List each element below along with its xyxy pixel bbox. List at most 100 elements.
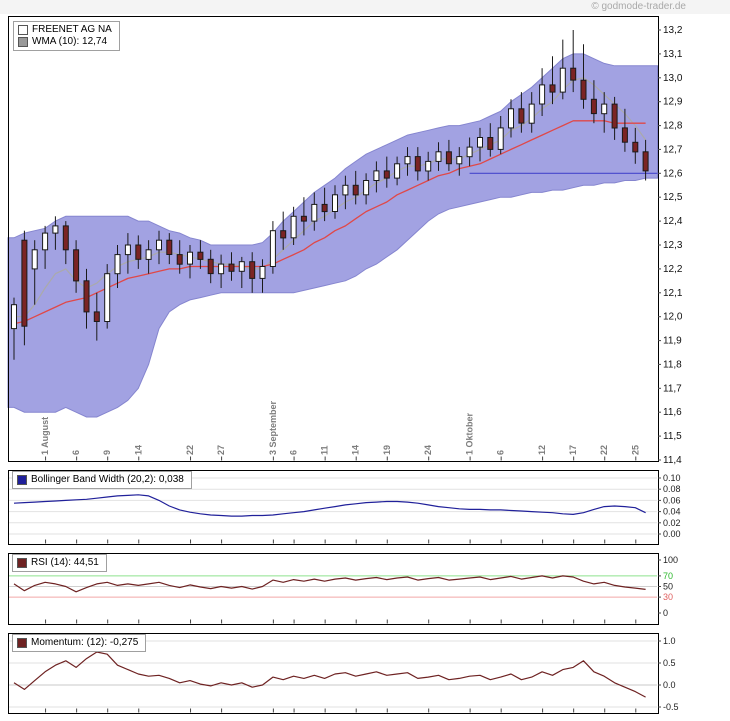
bollinger-mid-line [13,120,646,325]
x-axis-label: 9 [102,450,112,455]
candle-body [280,230,287,239]
candle-body [559,67,566,93]
wma-legend-row: WMA (10): 12,74 [18,36,112,48]
y-axis-label: 11,7 [663,383,682,394]
y-axis-label: 0.0 [663,680,676,690]
y-axis-label: 12,2 [663,264,683,275]
y-axis-label: 0.5 [663,658,676,668]
candle-body [508,108,514,129]
y-axis-label: 12,5 [663,192,683,203]
candle-body [218,263,225,275]
price-legend: FREENET AG NA WMA (10): 12,74 [13,21,120,51]
y-axis-label: 1.0 [663,636,676,646]
x-axis-label: 17 [568,445,578,455]
candles [11,30,649,360]
rsi-legend-row: RSI (14): 44,51 [17,557,99,569]
x-axis-label: 19 [382,445,392,455]
candle-body [518,108,525,124]
y-axis-label: 50 [663,582,673,592]
x-axis-label: 6 [496,450,506,455]
momentum-swatch [17,638,27,648]
panel-border [8,16,659,462]
candle-body [93,311,100,322]
bbw-legend-row: Bollinger Band Width (20,2): 0,038 [17,474,184,486]
candle-body [383,170,390,179]
y-axis-label: 11,6 [663,407,682,418]
y-axis-label: 0 [663,608,668,618]
candle-body [300,215,307,222]
candle-body [642,151,649,172]
candle-body [176,254,183,265]
momentum-line [13,651,646,698]
y-axis-label: 11,8 [663,359,682,370]
candle-body [611,103,618,129]
y-axis-label: 70 [663,571,673,581]
candle-body [187,251,193,265]
candle-body [632,141,639,153]
x-axis-label: 14 [351,445,361,455]
candle-body [249,261,256,279]
candle-body [497,127,504,150]
y-axis-label: 12,1 [663,288,683,299]
candle-body [528,103,535,124]
candle-body [311,203,318,222]
y-axis-label: -0.5 [663,702,679,712]
bollinger-band-area [7,53,658,418]
candle-body [156,239,162,251]
candle-body [404,156,411,165]
y-axis-label: 0.00 [663,529,681,539]
momentum-legend-row: Momentum: (12): -0,275 [17,637,138,649]
candle-body [104,273,111,323]
x-axis-label: 22 [185,445,195,455]
panel-border [8,633,659,714]
candle-body [83,280,90,313]
y-axis-label: 13,2 [663,25,683,36]
candle-body [21,239,28,327]
candle-body [166,239,173,255]
candle-body [342,184,349,196]
candle-body [414,156,421,172]
x-axis-label: 6 [71,450,81,455]
candle-body [363,180,370,196]
candle-body [31,249,38,270]
candle-body [290,215,297,239]
candle-body [352,184,359,196]
y-axis-label: 12,7 [663,144,683,155]
momentum-legend: Momentum: (12): -0,275 [12,634,147,652]
price-series-label: FREENET AG NA [32,24,112,35]
candle-body [539,84,546,105]
candle-body [445,151,452,165]
candle-body [269,230,276,267]
candle-body [621,127,628,143]
rsi-label: RSI (14): 44,51 [31,557,99,568]
x-axis-label: 6 [289,450,299,455]
y-axis-label: 0.06 [663,495,681,505]
x-axis-label: 14 [133,445,143,455]
candle-body [145,249,152,260]
candle-body [62,225,69,251]
top-bar [0,0,730,14]
candle-body [135,244,142,260]
candle-body [11,304,17,330]
x-axis-label: 1 August [40,417,50,455]
y-axis-label: 30 [663,592,673,602]
y-axis-label: 0.10 [663,473,681,483]
y-axis-label: 11,5 [663,431,682,442]
candle-body [321,203,328,213]
price-panel-svg: 1 August 6 9 14 22 27 3 September 6 11 14 19 24 1 Ok… [7,16,683,466]
panel-border [8,553,659,625]
candle-body [124,244,131,256]
y-axis-label: 11,4 [663,455,682,466]
candle-body [73,249,80,282]
rsi-swatch [17,558,27,568]
candle-body [394,163,401,179]
rsi-line [13,575,646,593]
candle-body [197,251,204,260]
candle-body [52,225,59,234]
x-axis-label: 3 September [268,400,278,455]
y-axis-label: 0.04 [663,507,681,517]
y-axis-label: 13,1 [663,49,683,60]
bbw-line [13,494,646,517]
